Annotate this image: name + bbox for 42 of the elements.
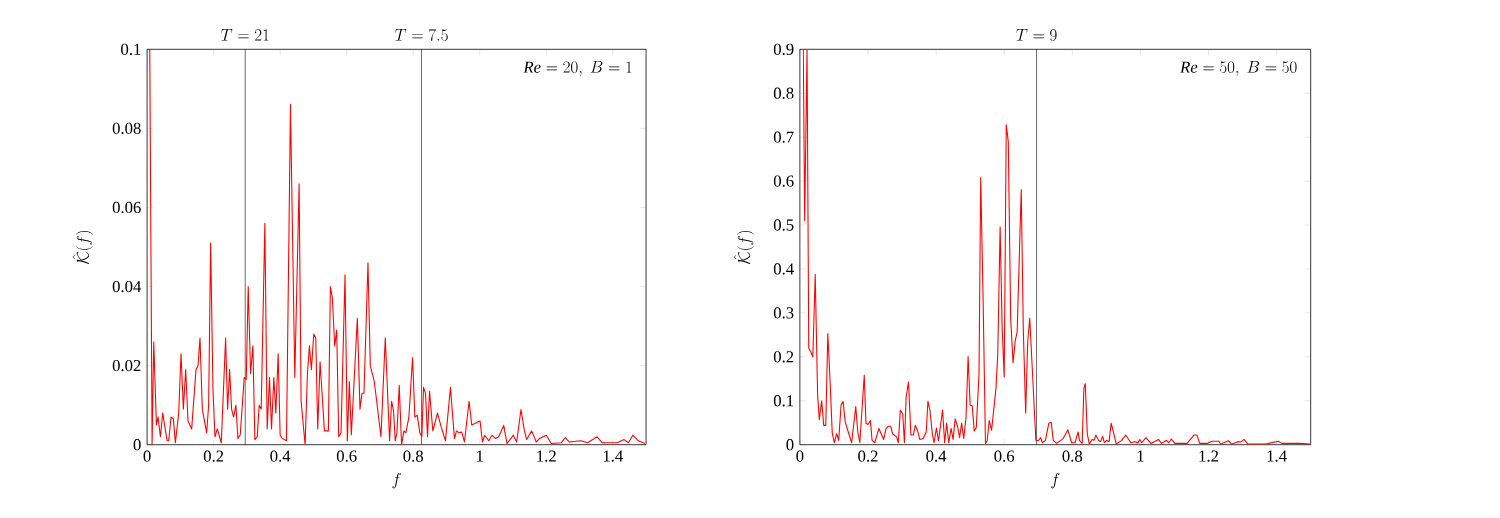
x-axis-title: $f$ (392, 473, 401, 489)
annotation: $T = 7.5$ (394, 29, 448, 42)
y-tick-label: 0.1 (773, 395, 794, 407)
x-tick-label: 0.4 (926, 450, 947, 462)
x-tick-label: 0.8 (1062, 450, 1083, 462)
x-tick-label: 0 (143, 450, 151, 462)
y-tick-label: 0.06 (112, 201, 141, 214)
y-tick-label: 0.5 (773, 219, 794, 231)
annotation: $\mathit{Re} = 20,\ B = 1$ (523, 61, 632, 77)
annotation: $T = 21$ (220, 29, 269, 41)
x-tick-label: 1 (477, 450, 483, 462)
x-axis-title: $f$ (1051, 473, 1060, 489)
x-tick-label: 1.2 (1199, 450, 1219, 462)
x-tick-label: 0.4 (270, 450, 291, 462)
x-tick-label: 0.6 (336, 450, 357, 462)
x-tick-label: 0.8 (403, 450, 424, 462)
line-series (149, 49, 646, 445)
x-tick-label: 1.2 (537, 450, 556, 462)
y-tick-label: 0.04 (112, 281, 142, 293)
y-tick-label: 0.8 (773, 87, 794, 100)
y-tick-label: 0.2 (773, 351, 794, 363)
annotation: $\mathit{Re} = 50,\ B = 50$ (1180, 61, 1297, 77)
y-axis-title: $\hat{\mathcal{K}}(f)$ (733, 231, 755, 265)
y-tick-label: 0.6 (773, 175, 794, 187)
x-tick-label: 0.2 (203, 450, 224, 462)
y-tick-label: 0.7 (773, 131, 794, 143)
y-tick-label: 0.9 (773, 43, 794, 56)
y-tick-label: 0.02 (112, 360, 141, 372)
x-tick-label: 0.6 (994, 450, 1015, 462)
x-tick-label: 0 (796, 450, 804, 462)
y-tick-label: 0 (786, 439, 794, 451)
y-tick-label: 0.4 (773, 263, 794, 275)
y-tick-label: 0 (133, 439, 141, 451)
x-tick-label: 1.4 (1267, 450, 1287, 462)
x-tick-label: 1.4 (603, 450, 623, 462)
y-tick-label: 0.08 (112, 122, 141, 135)
annotation: $T = 9$ (1016, 29, 1057, 42)
y-tick-label: 0.3 (773, 307, 794, 319)
y-axis-title: $\hat{\mathcal{K}}(f)$ (72, 231, 93, 265)
y-tick-label: 0.1 (121, 43, 141, 56)
x-tick-label: 1 (1137, 450, 1144, 462)
x-tick-label: 0.2 (858, 450, 878, 462)
